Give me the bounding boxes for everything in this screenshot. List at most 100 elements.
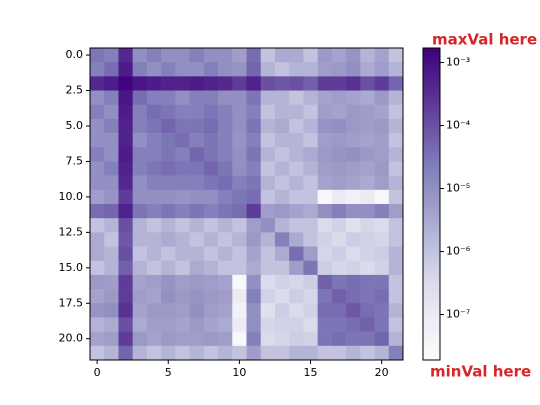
- heatmap-cell: [203, 246, 219, 262]
- heatmap-cell: [189, 303, 205, 318]
- heatmap-cell: [303, 161, 318, 176]
- heatmap-cell: [360, 104, 375, 120]
- heatmap-cell: [360, 161, 375, 176]
- heatmap-cell: [331, 289, 347, 304]
- heatmap-cell: [161, 161, 176, 176]
- heatmap-cell: [118, 331, 133, 347]
- heatmap-cell: [218, 289, 233, 304]
- heatmap-cell: [118, 118, 133, 134]
- heatmap-cell: [360, 274, 375, 290]
- heatmap-cell: [346, 76, 361, 91]
- heatmap-cell: [146, 331, 162, 347]
- heatmap-cell: [274, 331, 290, 347]
- heatmap-cell: [260, 232, 276, 247]
- heatmap-cell: [388, 118, 404, 134]
- heatmap-cell: [90, 76, 105, 91]
- heatmap-cell: [161, 232, 176, 247]
- heatmap-cell: [175, 147, 190, 162]
- heatmap-cell: [90, 317, 105, 332]
- heatmap-cell: [161, 48, 176, 63]
- heatmap-cell: [146, 133, 162, 148]
- heatmap-cell: [161, 104, 176, 120]
- heatmap-cell: [232, 246, 247, 262]
- heatmap-cell: [246, 189, 262, 205]
- heatmap-cell: [203, 48, 219, 63]
- heatmap-cell: [90, 345, 105, 361]
- heatmap-cell: [132, 76, 148, 91]
- heatmap-cell: [346, 317, 361, 332]
- heatmap-cell: [232, 62, 247, 77]
- heatmap-cell: [331, 118, 347, 134]
- heatmap-cell: [388, 232, 404, 247]
- heatmap-cell: [331, 90, 347, 106]
- x-tick-label: 15: [304, 366, 318, 379]
- heatmap-cell: [289, 62, 304, 77]
- heatmap-cell: [260, 147, 276, 162]
- heatmap-cell: [274, 62, 290, 77]
- heatmap-cell: [346, 274, 361, 290]
- heatmap-cell: [331, 147, 347, 162]
- heatmap-cell: [246, 147, 262, 162]
- heatmap-cell: [331, 62, 347, 77]
- heatmap-cell: [274, 232, 290, 247]
- heatmap-cell: [274, 147, 290, 162]
- heatmap-cell: [203, 204, 219, 219]
- heatmap-cell: [274, 90, 290, 106]
- heatmap-cell: [189, 62, 205, 77]
- heatmap-cell: [90, 161, 105, 176]
- heatmap-cell: [246, 303, 262, 318]
- heatmap-cell: [260, 260, 276, 276]
- heatmap-cell: [203, 232, 219, 247]
- heatmap-cell: [374, 175, 390, 191]
- heatmap-cell: [90, 90, 105, 106]
- heatmap-cell: [260, 133, 276, 148]
- heatmap-cell: [189, 246, 205, 262]
- heatmap-cell: [161, 218, 176, 233]
- y-tick-label: 15.0: [59, 261, 84, 274]
- heatmap-cell: [303, 104, 318, 120]
- heatmap-cell: [104, 303, 119, 318]
- heatmap-cell: [303, 303, 318, 318]
- heatmap-cell: [317, 260, 333, 276]
- heatmap-cell: [203, 260, 219, 276]
- heatmap-cell: [175, 104, 190, 120]
- plot-frame: [89, 47, 404, 361]
- heatmap-cell: [175, 90, 190, 106]
- heatmap-cell: [90, 303, 105, 318]
- heatmap-cell: [374, 303, 390, 318]
- heatmap-cell: [146, 62, 162, 77]
- heatmap-cell: [260, 289, 276, 304]
- heatmap-cell: [175, 218, 190, 233]
- heatmap-cell: [346, 48, 361, 63]
- heatmap-cell: [203, 317, 219, 332]
- heatmap-cell: [203, 303, 219, 318]
- heatmap-cell: [146, 204, 162, 219]
- heatmap-cell: [317, 317, 333, 332]
- heatmap-cell: [146, 76, 162, 91]
- heatmap-cell: [346, 204, 361, 219]
- heatmap-cell: [360, 331, 375, 347]
- heatmap-cell: [303, 118, 318, 134]
- heatmap-cell: [360, 147, 375, 162]
- heatmap-cell: [303, 345, 318, 361]
- heatmap-cell: [218, 133, 233, 148]
- heatmap-cell: [317, 246, 333, 262]
- heatmap-cell: [161, 303, 176, 318]
- heatmap-cell: [132, 345, 148, 361]
- heatmap-cell: [388, 303, 404, 318]
- heatmap-cell: [104, 317, 119, 332]
- heatmap-cell: [360, 133, 375, 148]
- heatmap-cell: [146, 161, 162, 176]
- heatmap-cell: [203, 189, 219, 205]
- heatmap-cell: [218, 218, 233, 233]
- heatmap-cell: [289, 289, 304, 304]
- heatmap-cell: [289, 345, 304, 361]
- heatmap-cell: [303, 62, 318, 77]
- heatmap-cell: [232, 104, 247, 120]
- heatmap-cell: [274, 48, 290, 63]
- heatmap-cell: [317, 345, 333, 361]
- heatmap-cell: [346, 260, 361, 276]
- heatmap-cell: [331, 161, 347, 176]
- heatmap-cell: [317, 133, 333, 148]
- heatmap-cell: [218, 175, 233, 191]
